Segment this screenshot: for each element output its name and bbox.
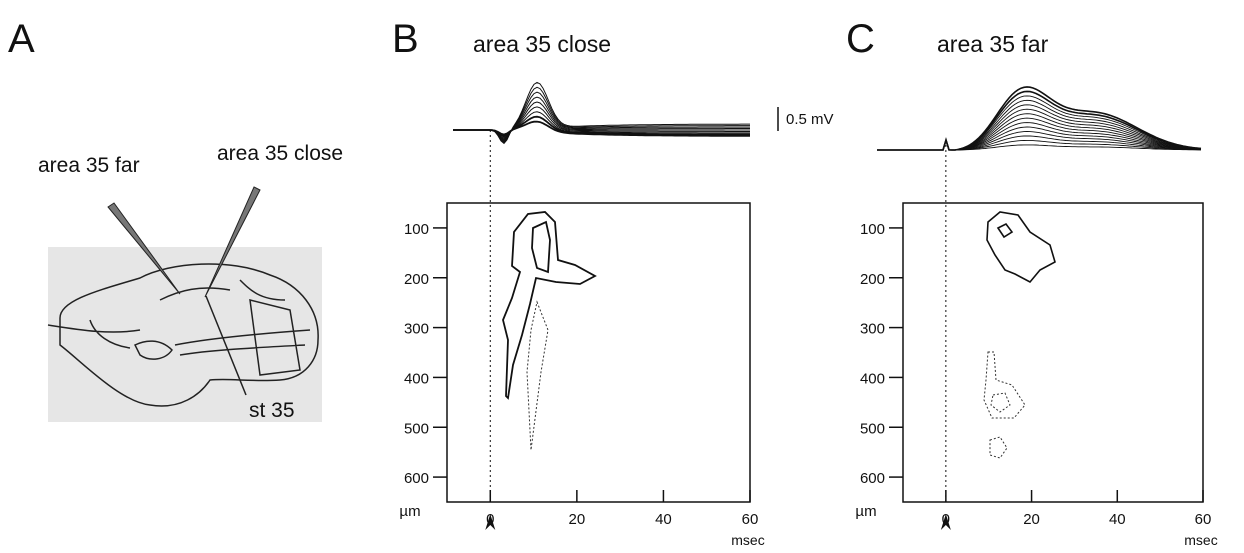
y-tick-label: 500 [404,420,429,437]
x-tick-label: 20 [1023,511,1040,528]
brain-detail [47,279,311,376]
trace [453,115,750,137]
stimulus-arrow [485,514,496,530]
panel-letter: C [846,17,875,61]
y-tick-label: 100 [404,221,429,238]
trace [453,106,750,139]
trace [453,111,750,138]
x-tick-label: 60 [1195,511,1212,528]
contour [996,222,1014,239]
y-tick-label: 400 [860,370,885,387]
y-tick-label: 100 [860,221,885,238]
trace [453,120,750,137]
brain-outline [59,263,319,407]
traces [453,81,750,145]
contour [502,211,597,400]
background [48,247,322,422]
contour [526,300,549,451]
y-unit: µm [399,503,420,520]
label: area 35 close [217,142,343,165]
y-tick-label: 200 [860,271,885,288]
x-tick-label: 40 [655,511,672,528]
track [205,295,247,396]
trace [453,91,750,142]
y-tick-label: 600 [404,470,429,487]
x-unit: msec [1184,532,1217,548]
y-unit: µm [855,503,876,520]
trace [453,101,750,140]
x-tick-label: 20 [569,511,586,528]
trace [453,86,750,143]
y-tick-label: 400 [404,370,429,387]
plot-frame [446,202,751,503]
label: st 35 [249,399,295,422]
y-tick-label: 500 [860,420,885,437]
panel-title: area 35 far [937,31,1049,57]
electrode [107,202,181,295]
y-tick-label: 200 [404,271,429,288]
electrode [204,186,261,298]
plot-frame [902,202,1204,503]
x-tick-label: 40 [1109,511,1126,528]
contour [986,211,1056,284]
trace [877,86,1202,151]
contour [531,220,551,274]
scale-bar-label: 0.5 mV [786,111,834,128]
y-tick-label: 300 [860,321,885,338]
y-tick-label: 300 [404,321,429,338]
trace [453,81,750,145]
contour [983,351,1026,419]
y-tick-label: 600 [860,470,885,487]
x-tick-label: 60 [742,511,759,528]
contour [989,436,1008,459]
traces [877,86,1202,151]
contour [990,392,1011,413]
trace [453,96,750,141]
panel-letter: B [392,17,419,61]
panel-title: area 35 close [473,31,611,57]
x-unit: msec [731,532,764,548]
panel-letter: A [8,17,35,61]
stimulus-arrow [940,514,951,530]
label: area 35 far [38,154,140,177]
